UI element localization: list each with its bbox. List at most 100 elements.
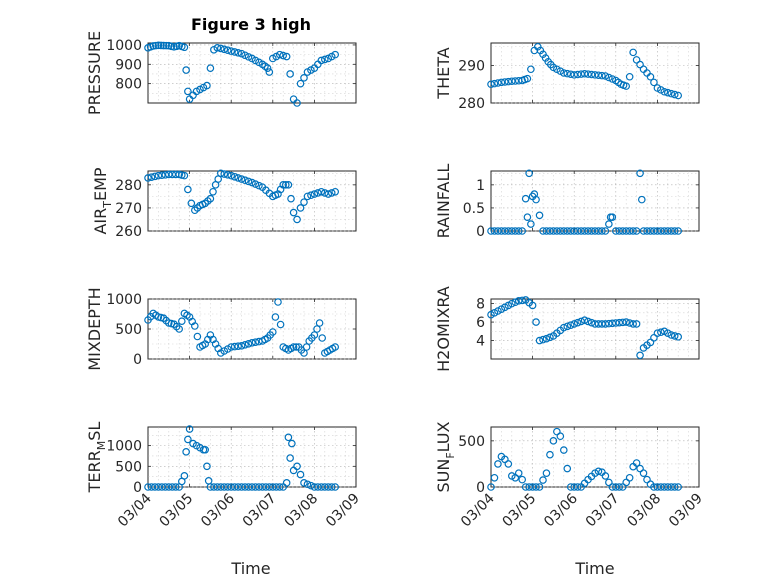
pressure-data-point [279, 51, 288, 60]
h2omixra-data-point [573, 318, 582, 327]
terr_msl-subplot: 03/04 03/05 03/06 03/07 03/08 03/09 0 500 1000TE… [85, 422, 363, 531]
x-tick-label: 03/09 [666, 491, 706, 531]
h2omixra-data-point [518, 296, 527, 305]
sun_flux-data-point [639, 469, 648, 477]
sun_flux-data-point [539, 476, 547, 484]
terr_msl-data-point [184, 435, 192, 444]
terr_msl-data-point [171, 483, 180, 491]
h2omixra-data-point [632, 320, 641, 328]
theta-data-point [598, 71, 606, 80]
pressure-data-point [244, 53, 253, 61]
x-tick-label: 03/08 [281, 491, 321, 531]
y-tick-label: 1000 [106, 38, 142, 54]
terr_msl-data-point [201, 445, 210, 454]
sun_flux-data-point [490, 473, 499, 482]
mixdepth-data-point [251, 338, 260, 347]
h2omixra-data-point [511, 298, 520, 307]
mixdepth-data-point [193, 332, 202, 341]
x-tick-label: 03/07 [583, 491, 623, 531]
mixdepth-data-point [268, 328, 277, 336]
air_temp-data-point [244, 177, 253, 186]
mixdepth-data-point [178, 317, 186, 326]
air_temp-data-point [217, 169, 225, 178]
y-tick-label: 1000 [106, 439, 142, 455]
x-tick-label: 03/06 [541, 490, 581, 530]
theta-data-point [646, 72, 655, 81]
y-tick-label: 0 [133, 480, 142, 496]
mixdepth-data-point [289, 343, 298, 351]
mixdepth-data-point [313, 325, 321, 333]
y-tick-label: 800 [115, 77, 142, 93]
rainfall-subplot: 0 0.5 1 RAINFALL [434, 164, 700, 240]
mixdepth-data-point [276, 320, 285, 329]
h2omixra-data-point [514, 297, 523, 305]
rainfall-data-point [523, 213, 532, 221]
terr_msl-data-point [180, 472, 189, 480]
theta-data-point [594, 71, 603, 80]
x-tick-label: 03/08 [624, 491, 664, 531]
sun_flux-data-point [549, 437, 558, 445]
pressure-data-point [275, 50, 284, 59]
air_temp-data-point [227, 171, 236, 180]
theta-data-point [563, 69, 572, 78]
pressure-data-point [227, 47, 236, 55]
sun_flux-subplot: 03/04 03/05 03/06 03/07 03/08 03/09 0 500SUNFLU… [434, 421, 706, 530]
rainfall-data-point [525, 169, 533, 178]
x-tick-label: 03/04 [115, 490, 155, 530]
h2omixra-data-point [629, 320, 637, 328]
terr_msl-data-point [293, 462, 301, 471]
theta-data-point [573, 70, 582, 79]
y-tick-label: 280 [115, 178, 142, 194]
theta-y-axis-label: THETA [434, 47, 453, 99]
air_temp-data-point [284, 181, 293, 189]
terr_msl-data-point [286, 454, 294, 462]
air_temp-data-point [300, 198, 308, 206]
terr_msl-data-point [203, 462, 211, 471]
air_temp-data-point [158, 171, 166, 180]
theta-data-point [487, 80, 495, 89]
air_temp-data-point [223, 171, 232, 179]
y-tick-label: 280 [458, 96, 485, 112]
h2omixra-data-point [584, 317, 592, 326]
air_temp-data-point [324, 190, 333, 198]
pressure-data-point [293, 99, 301, 107]
sun_flux-data-point [563, 464, 572, 473]
terr_msl-data-point [282, 479, 291, 487]
mixdepth-data-point [331, 343, 340, 351]
pressure-data-point [286, 70, 294, 78]
theta-data-point [494, 79, 502, 87]
sun_flux-data-point [542, 469, 551, 477]
theta-data-point [490, 79, 499, 88]
pressure-data-point [217, 44, 225, 53]
air_temp-data-point [317, 187, 326, 196]
h2omixra-data-point [563, 322, 572, 331]
air_temp-data-point [241, 176, 249, 185]
pressure-y-axis-label: PRESSURE [85, 31, 104, 115]
sun_flux-data-point [625, 473, 634, 482]
y-tick-label: 0 [476, 224, 485, 240]
h2omixra-data-point [542, 334, 551, 343]
air_temp-data-point [251, 180, 260, 188]
sun_flux-data-point [518, 475, 527, 484]
h2omixra-data-point [528, 301, 537, 310]
x-tick-label: 03/05 [157, 491, 197, 531]
air_temp-data-point [206, 194, 215, 203]
sun_flux-data-point [559, 446, 568, 454]
pressure-data-point [223, 46, 232, 55]
h2omixra-data-point [570, 320, 579, 328]
h2omixra-data-point [507, 299, 516, 308]
air_temp-data-point [296, 204, 305, 212]
rainfall-data-point [674, 227, 683, 235]
theta-data-point [670, 90, 679, 99]
terr_msl-data-point [296, 470, 305, 479]
theta-data-point [674, 91, 683, 100]
terr_msl-data-point [307, 481, 315, 490]
rainfall-data-point [598, 227, 606, 235]
rainfall-data-point [605, 220, 613, 228]
pressure-data-point [320, 55, 329, 64]
pressure-data-point [206, 64, 215, 72]
mixdepth-data-point [191, 322, 199, 330]
